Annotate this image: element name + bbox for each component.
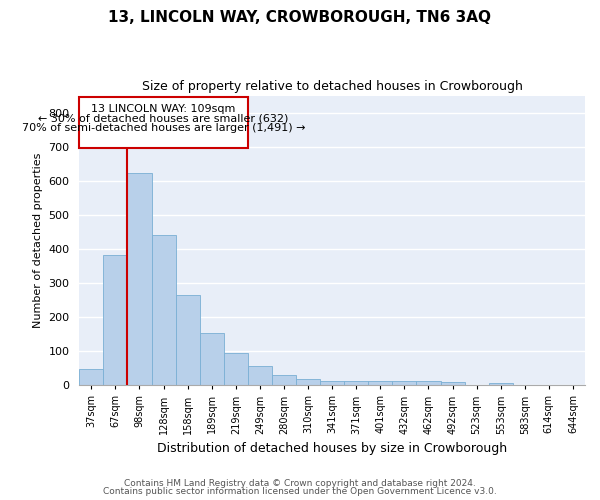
Bar — [416, 381, 440, 386]
Bar — [440, 382, 464, 386]
Text: 70% of semi-detached houses are larger (1,491) →: 70% of semi-detached houses are larger (… — [22, 123, 305, 133]
Bar — [488, 382, 513, 386]
Bar — [320, 381, 344, 386]
Bar — [127, 174, 151, 386]
Bar — [151, 234, 176, 386]
Title: Size of property relative to detached houses in Crowborough: Size of property relative to detached ho… — [142, 80, 523, 93]
Bar — [368, 381, 392, 386]
Bar — [272, 375, 296, 386]
Bar — [296, 379, 320, 386]
Bar — [392, 381, 416, 386]
Bar — [79, 98, 248, 148]
Text: 13, LINCOLN WAY, CROWBOROUGH, TN6 3AQ: 13, LINCOLN WAY, CROWBOROUGH, TN6 3AQ — [109, 10, 491, 25]
Bar — [176, 295, 200, 386]
Bar — [79, 369, 103, 386]
Text: ← 30% of detached houses are smaller (632): ← 30% of detached houses are smaller (63… — [38, 114, 289, 124]
Bar — [248, 366, 272, 386]
X-axis label: Distribution of detached houses by size in Crowborough: Distribution of detached houses by size … — [157, 442, 507, 455]
Bar — [103, 254, 127, 386]
Bar — [344, 381, 368, 386]
Bar — [200, 333, 224, 386]
Text: Contains public sector information licensed under the Open Government Licence v3: Contains public sector information licen… — [103, 487, 497, 496]
Text: Contains HM Land Registry data © Crown copyright and database right 2024.: Contains HM Land Registry data © Crown c… — [124, 478, 476, 488]
Y-axis label: Number of detached properties: Number of detached properties — [33, 152, 43, 328]
Text: 13 LINCOLN WAY: 109sqm: 13 LINCOLN WAY: 109sqm — [91, 104, 236, 114]
Bar — [224, 353, 248, 386]
